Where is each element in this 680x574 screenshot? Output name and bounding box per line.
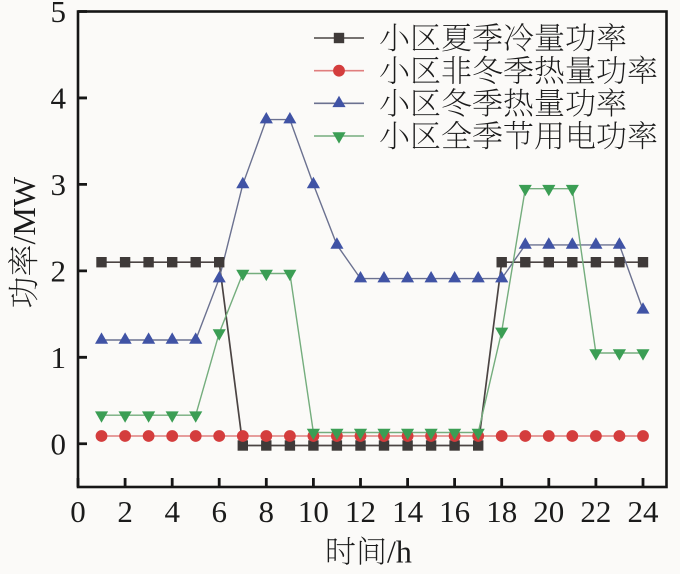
svg-text:4: 4: [164, 494, 180, 529]
svg-text:0: 0: [70, 494, 86, 529]
svg-text:1: 1: [51, 340, 67, 375]
svg-text:24: 24: [628, 494, 660, 529]
svg-text:5: 5: [51, 0, 67, 29]
svg-text:6: 6: [211, 494, 227, 529]
svg-text:12: 12: [345, 494, 376, 529]
svg-text:2: 2: [117, 494, 133, 529]
svg-text:3: 3: [51, 167, 67, 202]
svg-text:/h: /h: [387, 534, 412, 570]
svg-text:22: 22: [580, 494, 611, 529]
svg-text:18: 18: [486, 494, 517, 529]
svg-text:16: 16: [439, 494, 470, 529]
svg-text:0: 0: [51, 426, 67, 461]
svg-text:/MW: /MW: [6, 176, 42, 244]
svg-text:14: 14: [392, 494, 424, 529]
svg-text:8: 8: [259, 494, 275, 529]
svg-text:10: 10: [298, 494, 329, 529]
svg-text:4: 4: [51, 81, 67, 116]
svg-text:2: 2: [51, 253, 67, 288]
svg-text:20: 20: [533, 494, 564, 529]
